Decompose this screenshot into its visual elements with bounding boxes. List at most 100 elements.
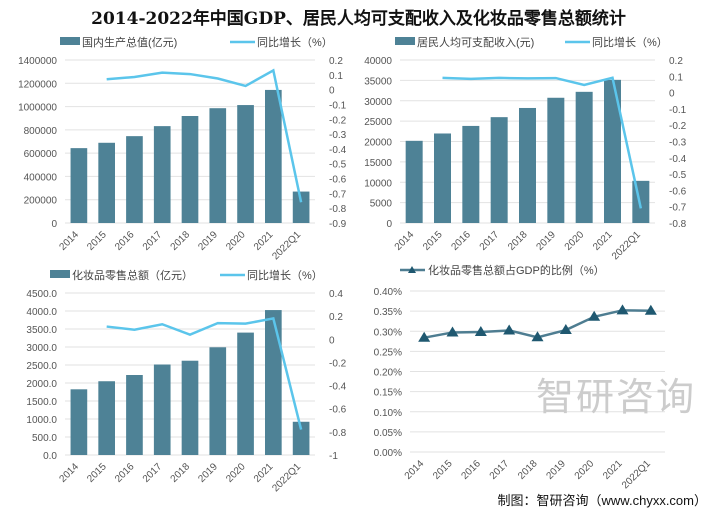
y-tick-label: 15000 [364, 158, 392, 169]
bar [575, 91, 593, 223]
x-tick-label: 2020 [563, 229, 587, 253]
bar [462, 125, 480, 223]
x-tick-label: 2014 [57, 229, 81, 253]
y2-tick-label: -0.2 [329, 358, 347, 369]
y2-tick-label: -0.2 [669, 121, 687, 132]
y-tick-label: 0.25% [374, 347, 402, 358]
growth-line [106, 317, 303, 430]
bar [405, 140, 423, 223]
y2-tick-label: 0 [329, 86, 335, 97]
y2-tick-label: -0.7 [329, 189, 347, 200]
y-tick-label: 200000 [24, 196, 58, 207]
y2-tick-label: 0.4 [329, 289, 343, 300]
y-tick-label: 35000 [364, 76, 392, 87]
y2-tick-label: -0.3 [329, 130, 347, 141]
bar [490, 117, 508, 223]
x-tick-label: 2016 [459, 458, 483, 482]
y-tick-label: 0 [386, 219, 392, 230]
x-tick-label: 2021 [601, 458, 625, 482]
y-tick-label: 0.05% [374, 428, 402, 439]
x-tick-label: 2021 [252, 461, 276, 485]
y-tick-label: 2500.0 [26, 361, 57, 372]
y2-tick-label: -0.5 [329, 160, 347, 171]
y-tick-label: 0.20% [374, 368, 402, 379]
y-tick-label: 10000 [364, 178, 392, 189]
bar [237, 332, 254, 455]
y-tick-label: 500.0 [32, 433, 57, 444]
x-tick-label: 2017 [488, 458, 512, 482]
y2-tick-label: 0.1 [329, 71, 343, 82]
y2-tick-label: 0.1 [669, 72, 683, 83]
y2-tick-label: -0.7 [669, 203, 687, 214]
watermark-logo: 智研咨询 [536, 377, 697, 419]
x-tick-label: 2014 [57, 461, 81, 485]
growth-line [442, 76, 643, 209]
legend-line-label: 化妆品零售总额占GDP的比例（%） [428, 263, 605, 277]
x-tick-label: 2018 [169, 229, 193, 253]
triangle-marker [446, 326, 459, 337]
legend-line-label: 同比增长（%） [257, 35, 333, 49]
triangle-marker [474, 326, 487, 337]
y-tick-label: 20000 [364, 138, 392, 149]
x-tick-label: 2019 [534, 229, 558, 253]
x-tick-label: 2022Q1 [620, 458, 653, 491]
bar [153, 126, 171, 223]
y-tick-label: 1200000 [18, 79, 57, 90]
y-tick-label: 40000 [364, 56, 392, 67]
y2-tick-label: -0.9 [329, 219, 347, 230]
y-tick-label: 1000000 [18, 103, 57, 114]
y-tick-label: 0.40% [374, 287, 402, 298]
y2-tick-label: -0.1 [329, 100, 347, 111]
legend-bar-label: 化妆品零售总额（亿元） [72, 268, 193, 282]
legend-bar-swatch [60, 37, 80, 45]
triangle-marker [531, 331, 544, 342]
y2-tick-label: -0.1 [669, 105, 687, 116]
y-tick-label: 4000.0 [26, 307, 57, 318]
y-tick-label: 1000.0 [26, 415, 57, 426]
bar [604, 79, 621, 224]
y2-tick-label: 0.2 [669, 56, 683, 67]
x-tick-label: 2019 [196, 461, 220, 485]
bar [126, 136, 143, 223]
triangle-marker [588, 310, 601, 321]
y-tick-label: 1500.0 [26, 397, 57, 408]
legend-line-label: 同比增长（%） [592, 35, 668, 49]
bar [181, 116, 199, 223]
bar [519, 107, 536, 223]
x-tick-label: 2018 [169, 461, 193, 485]
bar [70, 389, 88, 455]
y-tick-label: 2000.0 [26, 379, 57, 390]
bar [98, 142, 115, 223]
y-tick-label: 30000 [364, 97, 392, 108]
triangle-marker [418, 331, 431, 342]
y2-tick-label: -0.6 [329, 405, 347, 416]
credit-text: 制图：智研咨询（www.chyxx.com） [497, 493, 707, 508]
y2-tick-label: -0.4 [329, 382, 347, 393]
x-tick-label: 2015 [421, 229, 445, 253]
bar [265, 89, 282, 223]
y2-tick-label: -0.8 [669, 219, 687, 230]
bar [153, 364, 171, 455]
y-tick-label: 0.15% [374, 388, 402, 399]
x-tick-label: 2020 [224, 229, 248, 253]
x-tick-label: 2014 [403, 458, 427, 482]
triangle-marker [616, 304, 629, 315]
bar [632, 180, 650, 223]
y2-tick-label: 0.2 [329, 312, 343, 323]
x-tick-label: 2016 [113, 461, 137, 485]
bar [98, 381, 115, 455]
y2-tick-label: -0.3 [669, 138, 687, 149]
y2-tick-label: -0.4 [329, 145, 347, 156]
y2-tick-label: -0.8 [329, 428, 347, 439]
legend-bar-swatch [50, 270, 70, 278]
x-tick-label: 2015 [85, 229, 109, 253]
x-tick-label: 2018 [506, 229, 530, 253]
y-tick-label: 0.00% [374, 448, 402, 459]
triangle-marker [503, 324, 516, 335]
legend-line-label: 同比增长（%） [247, 268, 323, 282]
y2-tick-label: 0.2 [329, 56, 343, 67]
y-tick-label: 800000 [24, 126, 58, 137]
x-tick-label: 2019 [196, 229, 220, 253]
y-tick-label: 3000.0 [26, 343, 57, 354]
